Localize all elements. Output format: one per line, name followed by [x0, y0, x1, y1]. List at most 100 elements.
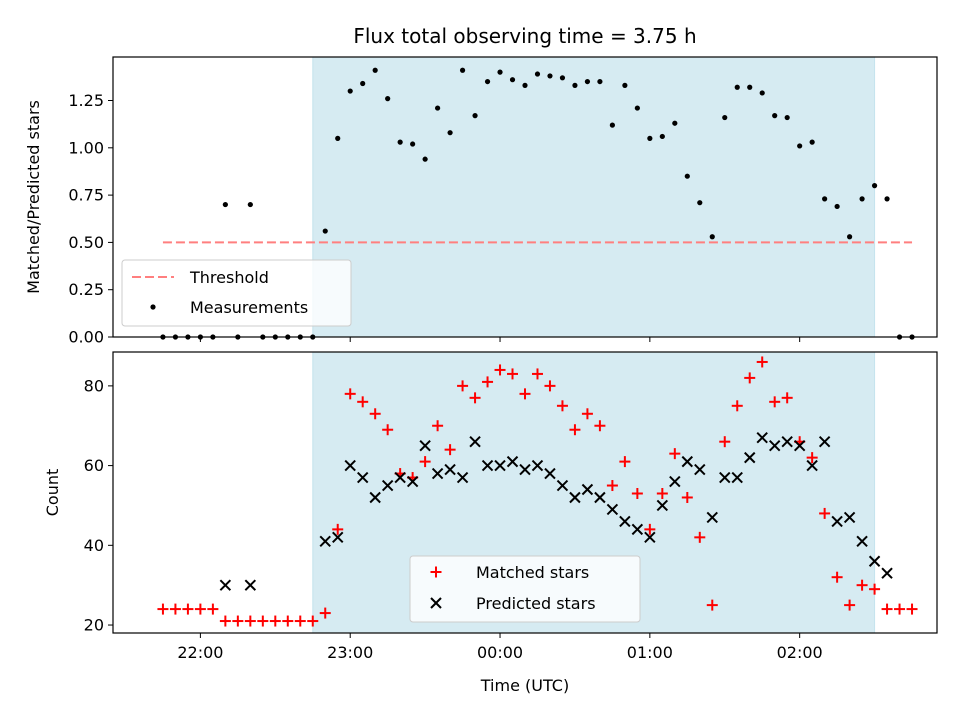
predicted-star-point [694, 463, 706, 476]
predicted-star-point [594, 491, 606, 504]
predicted-star-point [506, 455, 519, 468]
matched-star-point [644, 523, 656, 535]
matched-star-point [457, 380, 469, 392]
legend-matched-label: Matched stars [476, 563, 589, 582]
x-tick-label: 01:00 [627, 643, 673, 662]
matched-star-point [744, 372, 756, 384]
matched-star-point [706, 599, 718, 611]
top-legend: Threshold Measurements [121, 259, 352, 327]
predicted-star-point [856, 535, 868, 548]
predicted-star-point [419, 439, 431, 452]
matched-star-point [444, 444, 456, 456]
matched-star-point [869, 583, 881, 595]
measurement-points [160, 67, 915, 340]
bottom-legend-box [409, 555, 641, 623]
matched-star-point [906, 603, 918, 615]
legend-plus-marker [430, 566, 442, 578]
matched-star-point [207, 603, 219, 615]
measurement-point [871, 183, 878, 189]
matched-star-point [382, 424, 394, 436]
y-tick-label: 0.25 [68, 280, 104, 299]
matched-star-point [619, 456, 631, 468]
matched-star-point [257, 615, 269, 627]
measurement-point [672, 120, 678, 126]
measurement-point [397, 139, 403, 145]
matched-star-point [544, 380, 556, 392]
matched-star-point [482, 376, 494, 388]
predicted-star-point [756, 431, 768, 444]
predicted-star-point [381, 479, 394, 492]
measurement-point [884, 196, 890, 202]
y-tick-label: 60 [84, 456, 104, 475]
matched-star-point [369, 408, 381, 420]
matched-star-point [769, 396, 781, 408]
measurement-point [684, 173, 690, 179]
measurement-point [697, 200, 703, 206]
matched-star-point [244, 615, 256, 627]
predicted-star-point [781, 435, 793, 448]
measurement-point [509, 77, 516, 83]
y-tick-label: 0.00 [68, 328, 104, 347]
measurement-point [372, 67, 378, 73]
predicted-stars-points [219, 431, 893, 591]
predicted-star-point [731, 471, 743, 484]
bottom-axes-frame [112, 351, 938, 634]
predicted-star-point [569, 491, 581, 504]
matched-star-point [806, 452, 818, 464]
predicted-star-point [369, 491, 381, 504]
measurement-point [522, 82, 528, 88]
matched-star-point [656, 487, 668, 499]
matched-star-point [569, 424, 581, 436]
predicted-star-point [619, 515, 631, 528]
measurement-point [847, 234, 853, 240]
predicted-star-point [456, 471, 469, 484]
measurement-point [647, 135, 653, 141]
predicted-star-point [556, 479, 569, 492]
legend-matched-swatch [430, 566, 442, 578]
measurement-point [834, 203, 840, 210]
y-tick-label: 20 [84, 616, 104, 635]
top-y-ticks: 0.00 0.25 0.50 0.75 1.00 1.25 [68, 91, 113, 347]
predicted-star-point [631, 523, 644, 536]
measurement-point [722, 114, 728, 121]
matched-star-point [469, 392, 481, 404]
measurement-point [659, 133, 665, 140]
matched-star-point [844, 599, 856, 611]
predicted-star-point [394, 471, 406, 484]
measurement-point [347, 88, 353, 94]
matched-star-point [669, 448, 681, 460]
measurement-point [422, 156, 428, 162]
matched-star-point [269, 615, 281, 627]
matched-star-point [581, 408, 593, 420]
matched-star-point [219, 615, 231, 627]
matched-star-point [756, 356, 768, 368]
predicted-star-point [706, 511, 718, 524]
predicted-star-point [356, 471, 369, 484]
matched-star-point [881, 603, 893, 615]
measurement-point [734, 84, 740, 90]
measurement-point [822, 196, 828, 202]
matched-star-point [344, 388, 356, 400]
predicted-star-point [719, 471, 731, 484]
measurement-point [410, 141, 416, 147]
bottom-legend: Matched stars Predicted stars [409, 555, 641, 623]
predicted-star-point [744, 451, 756, 464]
matched-star-point [781, 392, 793, 404]
predicted-star-point [681, 455, 694, 468]
matched-star-point [719, 436, 731, 448]
matched-star-point [157, 603, 169, 615]
measurement-point [222, 201, 228, 208]
predicted-star-point [644, 531, 656, 544]
predicted-star-point [494, 459, 506, 472]
measurement-point [709, 234, 715, 240]
bottom-y-ticks: 20 40 60 80 [84, 376, 113, 635]
measurement-point [547, 73, 553, 79]
chart-title: Flux total observing time = 3.75 h [353, 24, 696, 48]
matched-star-point [169, 603, 181, 615]
measurement-point [472, 113, 478, 119]
matched-star-point [531, 368, 543, 380]
measurement-point [247, 201, 253, 208]
matched-star-point [831, 571, 843, 583]
measurement-point [435, 105, 441, 111]
predicted-star-point [519, 463, 531, 476]
